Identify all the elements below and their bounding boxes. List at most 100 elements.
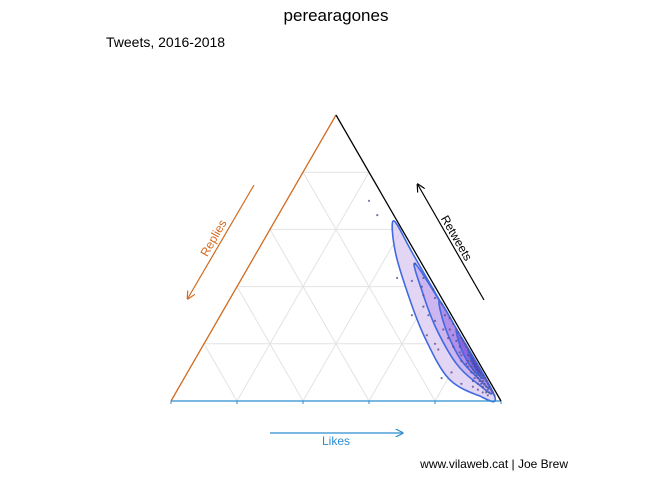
data-point [478,379,481,383]
data-point [376,214,379,217]
data-point [468,351,471,354]
data-point [485,385,488,388]
grid-line-replies [203,343,238,402]
data-point [433,319,437,322]
data-point [466,348,470,351]
data-point [460,354,463,357]
data-point [422,276,425,280]
data-point [471,385,474,388]
data-point [458,351,461,354]
data-point [480,377,483,380]
data-point [460,337,463,340]
data-point [478,374,481,377]
data-point [457,331,460,334]
data-point [460,359,463,363]
data-point [481,379,484,383]
replies-arrow [188,184,255,298]
data-point [410,314,413,317]
data-point [440,302,443,305]
data-point [473,377,476,380]
data-point [478,368,481,371]
data-point [455,339,458,342]
data-point [470,359,473,363]
data-point [480,382,483,385]
tweet-points [367,199,496,397]
triangle-frame [170,114,502,404]
data-point [473,371,476,374]
data-point [475,362,478,365]
likes-label: Likes [322,434,350,448]
data-point [486,382,489,385]
data-point [471,368,474,371]
data-point [486,388,489,391]
data-point [452,334,455,337]
data-point [485,391,488,394]
data-point [443,314,446,317]
data-point [483,377,486,380]
data-point [460,382,463,385]
data-point [450,371,453,374]
data-point [455,328,458,331]
data-point [452,345,455,348]
data-point [476,382,479,385]
replies-axis-edge [170,114,337,402]
replies-label: Replies [197,217,229,259]
data-point [442,328,445,331]
retweets-arrow [418,185,485,301]
data-point [471,362,474,365]
data-point [422,305,425,308]
data-point [473,365,476,368]
data-point [427,314,430,317]
data-point [414,262,417,265]
data-point [470,354,473,357]
data-point [481,391,484,394]
data-point [433,342,437,345]
data-point [462,339,465,342]
data-point [470,371,473,374]
data-point [465,345,468,348]
data-point [396,276,399,280]
data-point [491,391,494,394]
data-point [485,379,488,383]
data-point [466,359,470,363]
data-point [470,365,473,368]
data-point [448,328,451,331]
data-point [466,354,470,357]
data-point [420,285,423,288]
data-point [475,368,478,371]
data-point [447,337,450,340]
data-point [422,294,425,297]
data-point [488,385,491,388]
data-point [466,365,470,368]
data-point [367,199,371,202]
data-point [476,377,479,380]
data-point [425,334,428,337]
grid-line-likes [302,229,403,402]
data-point [483,382,486,385]
data-point [475,374,478,377]
data-point [488,391,491,394]
data-point [433,296,437,300]
grid-line-replies [269,229,370,402]
data-point [432,288,435,291]
data-point [481,374,484,377]
data-point [476,371,479,374]
data-point [448,317,451,320]
data-point [490,388,493,391]
data-point [437,348,440,351]
chart-title: perearagones [283,6,389,25]
data-point [440,377,443,380]
retweets-label: Retweets [438,213,475,263]
data-point [410,279,413,282]
data-point [473,359,476,363]
data-point [481,385,484,388]
data-point [465,362,468,365]
data-point [471,379,474,383]
data-point [493,394,496,397]
data-point [458,345,461,348]
data-point [463,342,466,345]
retweets-axis-edge [335,114,502,402]
source-caption: www.vilaweb.cat | Joe Brew [420,457,568,471]
data-point [476,388,479,391]
